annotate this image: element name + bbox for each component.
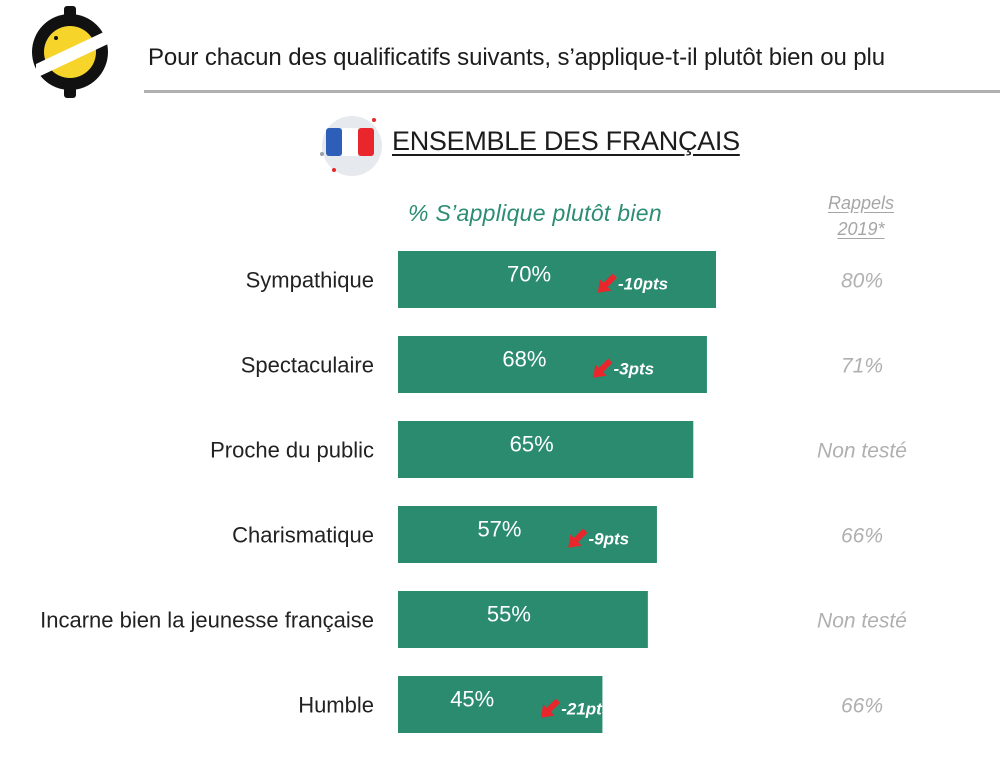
arrow-down-left-icon (593, 358, 613, 378)
survey-question: Pour chacun des qualificatifs suivants, … (148, 44, 886, 71)
recall-value: 66% (841, 695, 883, 718)
arrow-down-left-icon (541, 698, 561, 718)
arrow-shaft (545, 698, 561, 713)
value-label: 68% (502, 347, 546, 372)
category-label: Charismatique (232, 523, 374, 548)
bar (398, 336, 707, 393)
category-label: Proche du public (210, 438, 374, 463)
value-label: 55% (487, 602, 531, 627)
recall-value: 80% (841, 270, 883, 293)
bar (398, 506, 657, 563)
category-label: Sympathique (246, 268, 374, 293)
category-label: Incarne bien la jeunesse française (40, 608, 374, 633)
delta-label: -10pts (618, 275, 668, 294)
bar (398, 251, 716, 308)
arrow-down-left-icon (597, 273, 617, 293)
value-label: 65% (510, 432, 554, 457)
delta-label: -21pts (561, 700, 611, 719)
recall-value: Non testé (817, 440, 907, 463)
bar (398, 421, 694, 478)
arrow-down-left-icon (568, 528, 588, 548)
arrow-head (568, 534, 582, 548)
arrow-shaft (602, 273, 617, 288)
arrow-head (541, 704, 555, 718)
recall-column-header: Rappels 2019* (806, 190, 916, 242)
brand-logo (32, 6, 108, 98)
arrow-shaft (573, 528, 588, 543)
recall-header-line1: Rappels (827, 193, 895, 213)
recall-header-line2: 2019* (837, 219, 885, 239)
category-label: Spectaculaire (241, 353, 374, 378)
value-label: 70% (507, 262, 551, 287)
delta-label: -3pts (613, 360, 654, 379)
header-divider (144, 90, 1000, 93)
arrow-shaft (598, 358, 613, 373)
main-column-header: % S’applique plutôt bien (408, 200, 662, 226)
category-label: Humble (298, 693, 374, 718)
bar (398, 591, 648, 648)
section-title: ENSEMBLE DES FRANÇAIS (392, 126, 740, 156)
recall-value: Non testé (817, 610, 907, 633)
value-label: 57% (477, 517, 521, 542)
french-flag-icon (320, 116, 382, 176)
recall-value: 66% (841, 525, 883, 548)
arrow-head (593, 364, 607, 378)
value-label: 45% (450, 687, 494, 712)
recall-value: 71% (841, 355, 883, 378)
delta-label: -9pts (588, 530, 629, 549)
arrow-head (597, 279, 612, 293)
bar (398, 676, 603, 733)
